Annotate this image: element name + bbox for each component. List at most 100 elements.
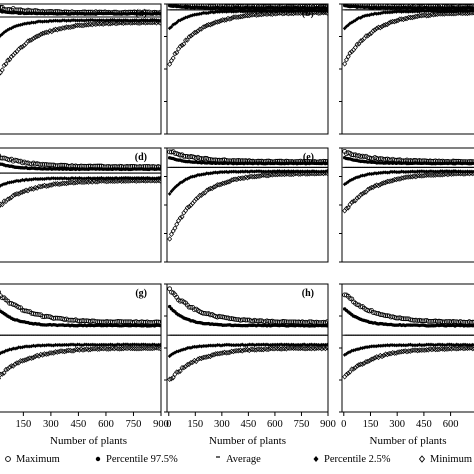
marker-minimum (354, 41, 360, 48)
marker-percentile-2-5 (342, 26, 347, 31)
marker-percentile-2-5 (252, 343, 257, 348)
marker-minimum (229, 348, 235, 355)
marker-percentile-2-5 (213, 170, 218, 175)
marker-minimum (397, 16, 403, 22)
marker-minimum (38, 183, 44, 190)
marker-percentile-2-5 (213, 343, 218, 348)
marker-percentile-2-5 (373, 171, 377, 176)
marker-minimum (207, 21, 213, 28)
panel-markers (342, 292, 474, 380)
marker-percentile-2-5 (127, 342, 131, 347)
marker-minimum (36, 183, 42, 190)
marker-minimum (157, 345, 161, 352)
marker-minimum (153, 178, 159, 184)
marker-percentile-2-5 (371, 344, 375, 349)
marker-minimum (206, 353, 212, 360)
marker-minimum (420, 12, 426, 19)
marker-percentile-2-5 (261, 342, 266, 347)
marker-minimum (144, 345, 150, 352)
marker-minimum (227, 178, 233, 185)
marker-minimum (197, 26, 203, 33)
marker-minimum (463, 170, 469, 177)
marker-percentile-2-5 (192, 12, 197, 17)
marker-minimum (457, 345, 463, 351)
marker-minimum (266, 10, 272, 17)
marker-percentile-2-5 (251, 169, 255, 174)
marker-maximum (411, 317, 417, 323)
panel-markers (167, 4, 328, 67)
marker-minimum (199, 355, 204, 362)
marker-minimum (393, 350, 399, 356)
marker-percentile-2-5 (217, 343, 221, 348)
marker-percentile-2-5 (169, 24, 174, 29)
marker-percentile-2-5 (11, 179, 16, 184)
marker-minimum (243, 347, 249, 353)
marker-percentile-2-5 (16, 23, 21, 28)
marker-percentile-2-5 (357, 175, 361, 180)
marker-percentile-2-5 (422, 343, 427, 348)
legend-item: Minimum (418, 454, 472, 465)
marker-percentile-2-5 (94, 342, 98, 347)
panel-i: (i) (339, 283, 474, 413)
marker-minimum (49, 350, 55, 356)
marker-minimum (227, 16, 233, 22)
panel-label: (h) (302, 288, 314, 299)
marker-minimum (225, 179, 231, 185)
marker-minimum (181, 41, 187, 47)
x-tick-label: 600 (98, 419, 114, 430)
marker-percentile-2-5 (48, 176, 52, 181)
marker-minimum (461, 10, 467, 16)
marker-percentile-2-5 (15, 346, 19, 351)
marker-minimum (459, 10, 465, 17)
marker-minimum (383, 179, 389, 186)
marker-minimum (383, 22, 389, 28)
marker-percentile-2-5 (7, 180, 12, 185)
marker-percentile-2-5 (88, 17, 93, 22)
marker-percentile-2-5 (50, 176, 54, 181)
marker-minimum (135, 345, 141, 352)
marker-percentile-2-5 (171, 351, 175, 356)
marker-percentile-2-5 (217, 170, 221, 175)
marker-minimum (308, 170, 314, 177)
marker-percentile-2-5 (437, 169, 441, 174)
marker-minimum (67, 179, 73, 186)
marker-minimum (275, 345, 281, 352)
x-tick-label: 450 (241, 419, 257, 430)
marker-minimum (250, 174, 256, 180)
marker-percentile-2-5 (13, 179, 17, 184)
panel-b: (b) (164, 3, 329, 135)
marker-percentile-2-5 (178, 180, 183, 185)
marker-minimum (128, 20, 134, 26)
marker-minimum (142, 178, 148, 184)
marker-minimum (470, 170, 474, 177)
marker-minimum (14, 360, 20, 366)
marker-minimum (174, 49, 180, 56)
marker-minimum (207, 185, 213, 192)
marker-minimum (429, 346, 435, 353)
marker-minimum (436, 11, 442, 17)
marker-minimum (287, 345, 293, 352)
marker-maximum (399, 316, 405, 321)
marker-maximum (0, 4, 3, 10)
marker-percentile-2-5 (201, 343, 206, 348)
marker-percentile-2-5 (385, 343, 390, 348)
marker-maximum (425, 318, 431, 324)
marker-minimum (248, 173, 254, 180)
marker-minimum (128, 345, 134, 352)
marker-minimum (395, 17, 401, 24)
marker-minimum (41, 182, 47, 189)
marker-maximum (188, 305, 194, 310)
marker-percentile-2-5 (178, 18, 183, 23)
marker-minimum (216, 182, 222, 188)
marker-minimum (363, 359, 369, 365)
marker-minimum (29, 37, 35, 43)
legend-label: Maximum (16, 454, 60, 465)
marker-percentile-2-5 (385, 170, 390, 175)
legend-item: Percentile 97.5% (95, 454, 178, 465)
marker-minimum (465, 345, 470, 352)
marker-minimum (441, 11, 447, 17)
marker-percentile-2-5 (240, 169, 244, 174)
marker-minimum (100, 178, 106, 184)
marker-maximum (461, 319, 467, 325)
marker-minimum (236, 348, 242, 354)
